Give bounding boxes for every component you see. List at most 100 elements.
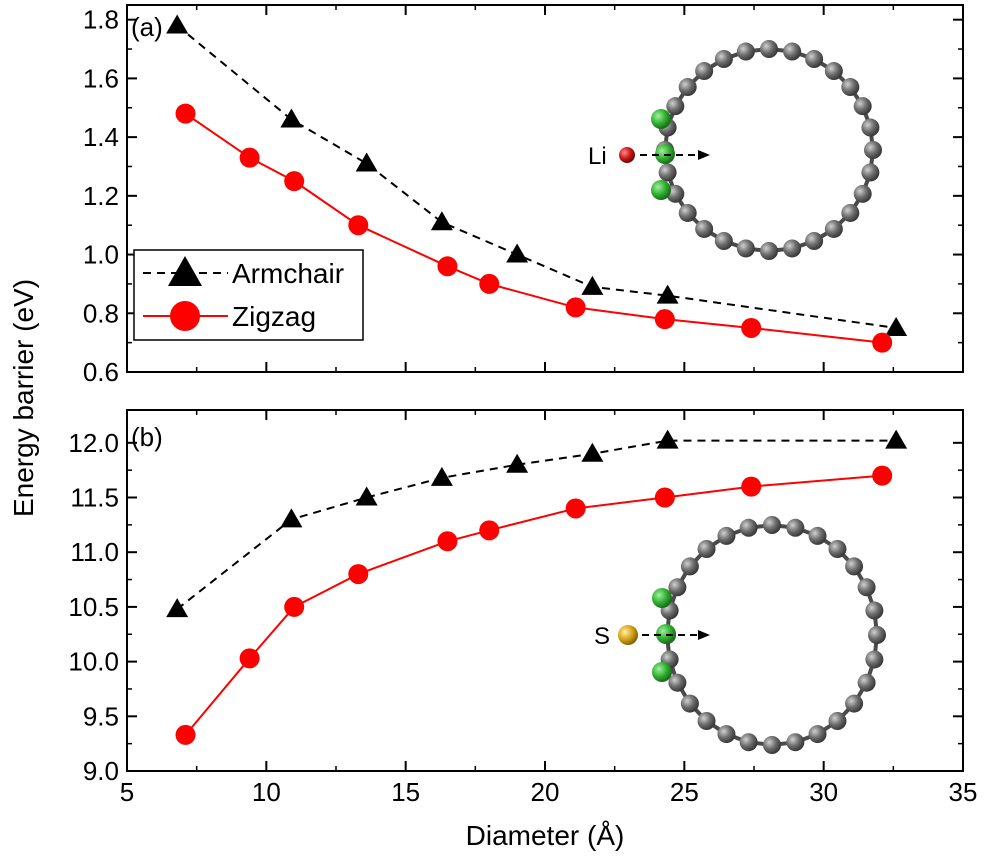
panel-b-label: (b) xyxy=(131,422,163,452)
zigzag-point-b-1 xyxy=(239,648,260,669)
carbon-atom-b-13 xyxy=(786,733,805,752)
carbon-atom-a-15 xyxy=(736,239,755,258)
armchair-point-b-0 xyxy=(166,598,189,618)
legend-box xyxy=(133,249,364,341)
carbon-atom-a-23 xyxy=(666,97,685,116)
carbon-atom-a-20 xyxy=(658,163,677,182)
x-tick-label-0: 5 xyxy=(120,777,134,807)
carbon-atom-b-3 xyxy=(828,539,847,558)
carbon-atom-b-25 xyxy=(697,539,716,558)
y-tick-label-a-3: 1.2 xyxy=(83,181,119,211)
zigzag-point-a-6 xyxy=(565,297,586,318)
li-atom-label: Li xyxy=(588,143,607,170)
armchair-point-a-1 xyxy=(280,108,303,128)
carbon-atom-a-14 xyxy=(760,242,778,260)
zigzag-point-b-2 xyxy=(284,596,305,617)
armchair-point-b-3 xyxy=(430,466,453,486)
carbon-atom-a-5 xyxy=(853,97,872,116)
x-tick-label-4: 25 xyxy=(670,777,699,807)
zigzag-point-b-3 xyxy=(348,564,369,585)
zigzag-line-b xyxy=(184,474,883,736)
carbon-atom-b-18 xyxy=(680,694,699,713)
carbon-atom-a-10 xyxy=(841,203,860,222)
x-tick-label-1: 10 xyxy=(252,777,281,807)
y-tick-label-a-0: 0.6 xyxy=(83,357,119,387)
carbon-atom-b-2 xyxy=(808,526,827,545)
armchair-point-b-2 xyxy=(355,486,378,506)
carbon-atom-b-24 xyxy=(680,557,699,576)
y-tick-label-b-6: 12.0 xyxy=(68,428,119,458)
y-tick-label-b-4: 11.0 xyxy=(70,537,119,567)
carbon-atom-b-11 xyxy=(828,712,847,731)
carbon-atom-b-23 xyxy=(668,578,687,597)
armchair-point-a-7 xyxy=(885,316,908,336)
zigzag-point-a-4 xyxy=(437,256,458,277)
panel-b-axes: 9.0 9.5 10.0 10.5 11.0 11.5 12.0 5 10 15 20 25 30 35 xyxy=(68,410,977,807)
carbon-atom-a-3 xyxy=(824,62,843,81)
carbon-atom-a-1 xyxy=(783,42,802,61)
armchair-point-a-5 xyxy=(581,275,604,295)
inset-a: Li xyxy=(588,40,882,260)
zigzag-point-a-9 xyxy=(872,332,893,353)
carbon-atom-a-11 xyxy=(824,219,843,238)
y-tick-label-a-4: 1.4 xyxy=(83,122,119,152)
legend-armchair-label: Armchair xyxy=(232,258,344,289)
carbon-atom-a-13 xyxy=(783,239,802,258)
y-tick-label-a-6: 1.8 xyxy=(83,5,119,35)
y-tick-label-a-2: 1.0 xyxy=(83,240,119,270)
x-tick-label-3: 20 xyxy=(531,777,560,807)
carbon-atom-a-7 xyxy=(864,141,882,159)
carbon-atom-a-24 xyxy=(678,78,697,97)
zigzag-point-a-8 xyxy=(741,317,762,338)
y-tick-label-b-2: 10.0 xyxy=(68,647,119,677)
carbon-atom-b-8 xyxy=(865,650,884,669)
armchair-point-b-7 xyxy=(885,429,908,449)
nanotube-ring-b xyxy=(658,516,886,754)
nanotube-ring-a xyxy=(656,40,882,260)
zigzag-line-a xyxy=(184,112,883,344)
y-tick-label-a-5: 1.6 xyxy=(83,63,119,93)
carbon-atom-a-27 xyxy=(736,42,755,61)
armchair-point-a-3 xyxy=(430,211,453,231)
y-tick-label-b-5: 11.5 xyxy=(70,483,119,513)
carbon-atom-b-6 xyxy=(865,601,884,620)
carbon-atom-b-26 xyxy=(717,526,736,545)
ring-bonds-b xyxy=(664,522,880,748)
carbon-atom-a-4 xyxy=(841,78,860,97)
zigzag-point-b-5 xyxy=(479,520,500,541)
dopant-atom-lower-a xyxy=(651,180,671,200)
carbon-atom-a-0 xyxy=(760,40,778,58)
dopant-atom-upper-b xyxy=(652,588,672,608)
armchair-point-b-6 xyxy=(656,429,679,449)
zigzag-point-b-4 xyxy=(437,531,458,552)
panel-a-data xyxy=(166,14,908,353)
zigzag-point-b-0 xyxy=(175,724,196,745)
dopant-atom-lower-b xyxy=(652,662,672,682)
carbon-atom-a-6 xyxy=(861,118,880,137)
y-tick-label-b-1: 9.5 xyxy=(83,701,119,731)
dopant-atom-upper-a xyxy=(651,109,671,129)
zigzag-point-a-3 xyxy=(348,215,369,236)
carbon-atom-b-19 xyxy=(668,673,687,692)
carbon-atom-b-14 xyxy=(763,736,781,754)
x-tick-label-5: 30 xyxy=(809,777,838,807)
carbon-atom-a-8 xyxy=(861,163,880,182)
carbon-atom-b-7 xyxy=(868,626,886,644)
armchair-point-a-0 xyxy=(166,14,189,34)
zigzag-point-a-7 xyxy=(654,309,675,330)
y-tick-label-b-3: 10.5 xyxy=(68,592,119,622)
armchair-line-b xyxy=(176,439,897,610)
inset-b: S xyxy=(594,516,886,754)
y-axis-title: Energy barrier (eV) xyxy=(8,279,39,517)
armchair-point-a-4 xyxy=(506,243,529,263)
carbon-atom-a-25 xyxy=(695,62,714,81)
armchair-point-b-1 xyxy=(280,508,303,528)
x-tick-label-2: 15 xyxy=(391,777,420,807)
panel-b-data xyxy=(166,429,908,745)
zigzag-point-a-1 xyxy=(239,147,260,168)
ring-bonds-a xyxy=(662,46,876,254)
carbon-atom-a-17 xyxy=(695,219,714,238)
armchair-point-a-6 xyxy=(656,284,679,304)
li-atom xyxy=(619,147,635,163)
zigzag-point-b-9 xyxy=(872,465,893,486)
